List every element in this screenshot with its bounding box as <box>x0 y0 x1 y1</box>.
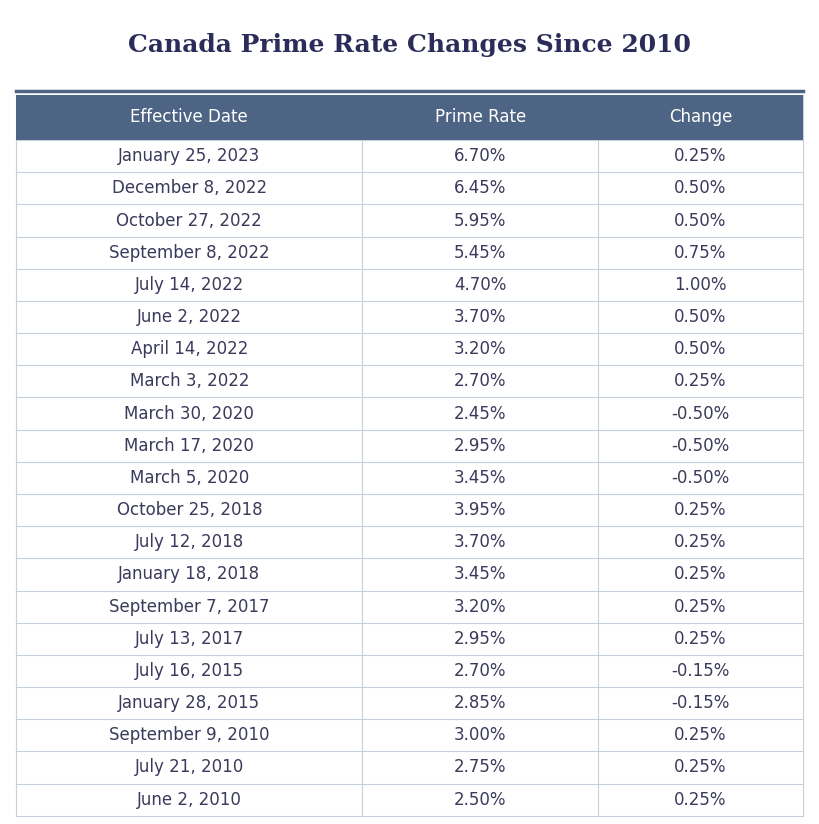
FancyBboxPatch shape <box>16 95 803 140</box>
Text: 3.70%: 3.70% <box>454 533 506 551</box>
Text: March 17, 2020: March 17, 2020 <box>124 437 254 455</box>
Text: March 3, 2022: March 3, 2022 <box>129 372 249 391</box>
Text: 0.50%: 0.50% <box>674 308 726 326</box>
Text: April 14, 2022: April 14, 2022 <box>131 340 248 358</box>
Text: 3.00%: 3.00% <box>454 726 506 744</box>
Text: September 9, 2010: September 9, 2010 <box>109 726 269 744</box>
Text: June 2, 2022: June 2, 2022 <box>137 308 242 326</box>
Text: 0.75%: 0.75% <box>674 244 726 262</box>
Text: September 8, 2022: September 8, 2022 <box>109 244 269 262</box>
Text: 0.25%: 0.25% <box>674 372 726 391</box>
Text: July 13, 2017: July 13, 2017 <box>135 630 244 648</box>
Text: 4.70%: 4.70% <box>454 276 506 294</box>
Text: March 5, 2020: March 5, 2020 <box>129 469 249 487</box>
Text: Canada Prime Rate Changes Since 2010: Canada Prime Rate Changes Since 2010 <box>128 33 691 57</box>
Text: September 7, 2017: September 7, 2017 <box>109 597 269 616</box>
Text: Effective Date: Effective Date <box>130 109 248 126</box>
Text: January 18, 2018: January 18, 2018 <box>118 565 260 583</box>
Text: 0.25%: 0.25% <box>674 759 726 776</box>
Text: 3.45%: 3.45% <box>454 469 506 487</box>
Text: 0.25%: 0.25% <box>674 533 726 551</box>
Text: 0.25%: 0.25% <box>674 147 726 165</box>
Text: 2.45%: 2.45% <box>454 405 506 423</box>
Text: 3.70%: 3.70% <box>454 308 506 326</box>
Text: -0.50%: -0.50% <box>672 405 730 423</box>
Text: 2.70%: 2.70% <box>454 662 506 680</box>
Text: 0.25%: 0.25% <box>674 726 726 744</box>
Text: July 16, 2015: July 16, 2015 <box>135 662 244 680</box>
Text: -0.50%: -0.50% <box>672 437 730 455</box>
Text: 2.85%: 2.85% <box>454 694 506 712</box>
Text: 2.95%: 2.95% <box>454 630 506 648</box>
Text: Prime Rate: Prime Rate <box>435 109 526 126</box>
Text: 0.25%: 0.25% <box>674 565 726 583</box>
Text: 5.45%: 5.45% <box>454 244 506 262</box>
Text: Change: Change <box>669 109 732 126</box>
Text: July 12, 2018: July 12, 2018 <box>135 533 244 551</box>
Text: March 30, 2020: March 30, 2020 <box>124 405 254 423</box>
Text: 2.50%: 2.50% <box>454 791 506 808</box>
Text: January 28, 2015: January 28, 2015 <box>118 694 260 712</box>
Text: 6.70%: 6.70% <box>454 147 506 165</box>
Text: 3.45%: 3.45% <box>454 565 506 583</box>
Text: 0.25%: 0.25% <box>674 597 726 616</box>
Text: July 14, 2022: July 14, 2022 <box>135 276 244 294</box>
Text: 0.25%: 0.25% <box>674 501 726 519</box>
Text: 5.95%: 5.95% <box>454 212 506 230</box>
Text: 3.20%: 3.20% <box>454 340 507 358</box>
Text: 2.95%: 2.95% <box>454 437 506 455</box>
Text: 3.20%: 3.20% <box>454 597 507 616</box>
Text: October 27, 2022: October 27, 2022 <box>116 212 262 230</box>
Text: 1.00%: 1.00% <box>674 276 726 294</box>
Text: 0.25%: 0.25% <box>674 791 726 808</box>
Text: -0.15%: -0.15% <box>672 662 730 680</box>
Text: 0.25%: 0.25% <box>674 630 726 648</box>
Text: 6.45%: 6.45% <box>454 180 506 197</box>
Text: -0.50%: -0.50% <box>672 469 730 487</box>
Text: 0.50%: 0.50% <box>674 340 726 358</box>
Text: 0.50%: 0.50% <box>674 212 726 230</box>
Text: December 8, 2022: December 8, 2022 <box>111 180 267 197</box>
Text: -0.15%: -0.15% <box>672 694 730 712</box>
Text: January 25, 2023: January 25, 2023 <box>118 147 260 165</box>
Text: July 21, 2010: July 21, 2010 <box>135 759 244 776</box>
Text: 3.95%: 3.95% <box>454 501 506 519</box>
Text: 0.50%: 0.50% <box>674 180 726 197</box>
Text: 2.75%: 2.75% <box>454 759 506 776</box>
Text: October 25, 2018: October 25, 2018 <box>116 501 262 519</box>
Text: 2.70%: 2.70% <box>454 372 506 391</box>
Text: June 2, 2010: June 2, 2010 <box>137 791 242 808</box>
